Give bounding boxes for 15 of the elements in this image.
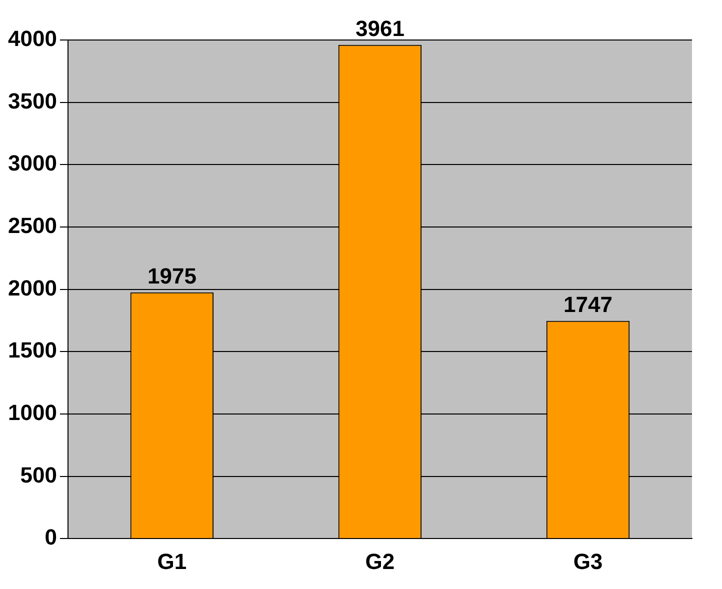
data-label: 1975 (147, 263, 196, 288)
y-tick-label: 0 (44, 524, 57, 550)
data-label: 1747 (564, 292, 612, 317)
y-tick-label: 500 (20, 462, 57, 488)
y-tick-label: 4000 (8, 26, 57, 52)
data-label: 3961 (355, 16, 404, 41)
x-tick-label: G2 (365, 548, 395, 574)
x-tick-label: G3 (573, 548, 603, 574)
y-tick-label: 3000 (8, 150, 57, 176)
y-tick-label: 2500 (8, 213, 57, 238)
x-tick-label: G1 (157, 548, 187, 574)
y-tick-label: 3500 (8, 88, 57, 114)
y-tick-label: 1000 (8, 400, 57, 426)
y-tick-label: 2000 (8, 275, 57, 300)
y-tick-label: 1500 (8, 338, 57, 363)
